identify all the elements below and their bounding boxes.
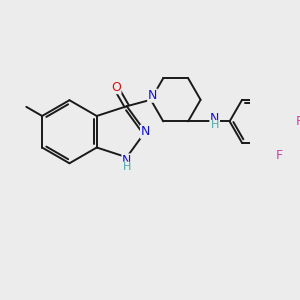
Text: N: N [141, 125, 150, 138]
Text: O: O [111, 81, 121, 94]
Text: N: N [210, 112, 219, 124]
Text: F: F [276, 149, 283, 162]
Text: H: H [211, 121, 219, 130]
Text: F: F [296, 115, 300, 128]
Text: N: N [122, 154, 131, 167]
Text: H: H [123, 162, 131, 172]
Text: N: N [148, 89, 157, 102]
